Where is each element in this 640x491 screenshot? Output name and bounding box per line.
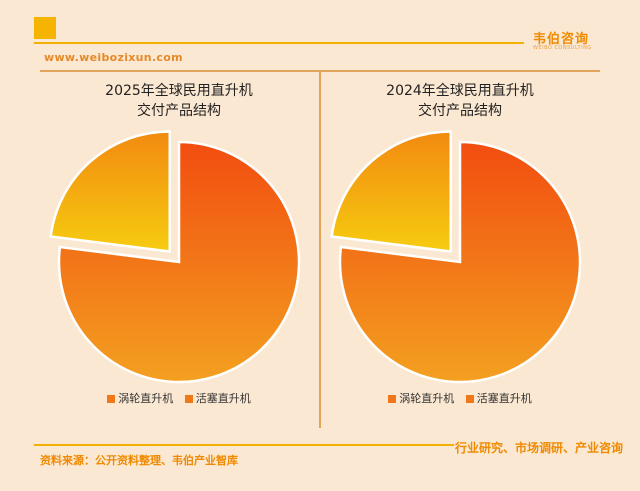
- pie-slice-turbine: [57, 140, 301, 384]
- legend-label-turbine: 涡轮直升机: [118, 392, 174, 405]
- pie-slice-piston: [330, 130, 452, 253]
- panels-divider: [319, 70, 321, 428]
- chart-panel-2024: 2024年全球民用直升机 交付产品结构 涡轮直升机 活塞直升机: [321, 72, 599, 428]
- legend-swatch-piston: [465, 395, 474, 403]
- legend-swatch-turbine: [107, 395, 116, 403]
- legend-label-piston: 活塞直升机: [476, 392, 532, 405]
- chart-title-2025: 2025年全球民用直升机 交付产品结构: [40, 81, 318, 121]
- website-url: www.weibozixun.com: [44, 51, 183, 64]
- pie-chart-2024: [330, 130, 582, 384]
- legend-item-turbine: 涡轮直升机: [388, 390, 454, 406]
- pie-slice-piston: [49, 130, 171, 253]
- chart-panel-2025: 2025年全球民用直升机 交付产品结构 涡轮直升机 活塞直升机: [40, 72, 318, 428]
- footer-divider: [34, 444, 454, 446]
- legend-swatch-turbine: [388, 395, 397, 403]
- brand-subtitle: WEIBO CONSULTING: [533, 45, 592, 51]
- legend-swatch-piston: [184, 395, 193, 403]
- chart-title-line-2: 交付产品结构: [418, 103, 502, 119]
- legend-2025: 涡轮直升机 活塞直升机: [40, 390, 318, 406]
- chart-title-line-1: 2025年全球民用直升机: [105, 83, 253, 99]
- chart-title-line-1: 2024年全球民用直升机: [386, 83, 534, 99]
- header-divider: [34, 42, 524, 44]
- pie-slice-turbine: [338, 140, 582, 384]
- legend-2024: 涡轮直升机 活塞直升机: [321, 390, 599, 406]
- chart-title-line-2: 交付产品结构: [137, 103, 221, 119]
- brand-name: 韦伯咨询: [533, 32, 590, 47]
- legend-label-piston: 活塞直升机: [195, 392, 251, 405]
- legend-label-turbine: 涡轮直升机: [399, 392, 455, 405]
- footer-source: 资料来源：公开资料整理、韦伯产业智库: [40, 454, 238, 467]
- chart-title-2024: 2024年全球民用直升机 交付产品结构: [321, 81, 599, 121]
- legend-item-piston: 活塞直升机: [465, 390, 532, 406]
- footer-tagline: 行业研究、市场调研、产业咨询: [455, 441, 624, 455]
- legend-item-turbine: 涡轮直升机: [107, 390, 173, 406]
- legend-item-piston: 活塞直升机: [184, 390, 251, 406]
- pie-chart-2025: [49, 130, 301, 384]
- brand-logo-square: [34, 17, 56, 39]
